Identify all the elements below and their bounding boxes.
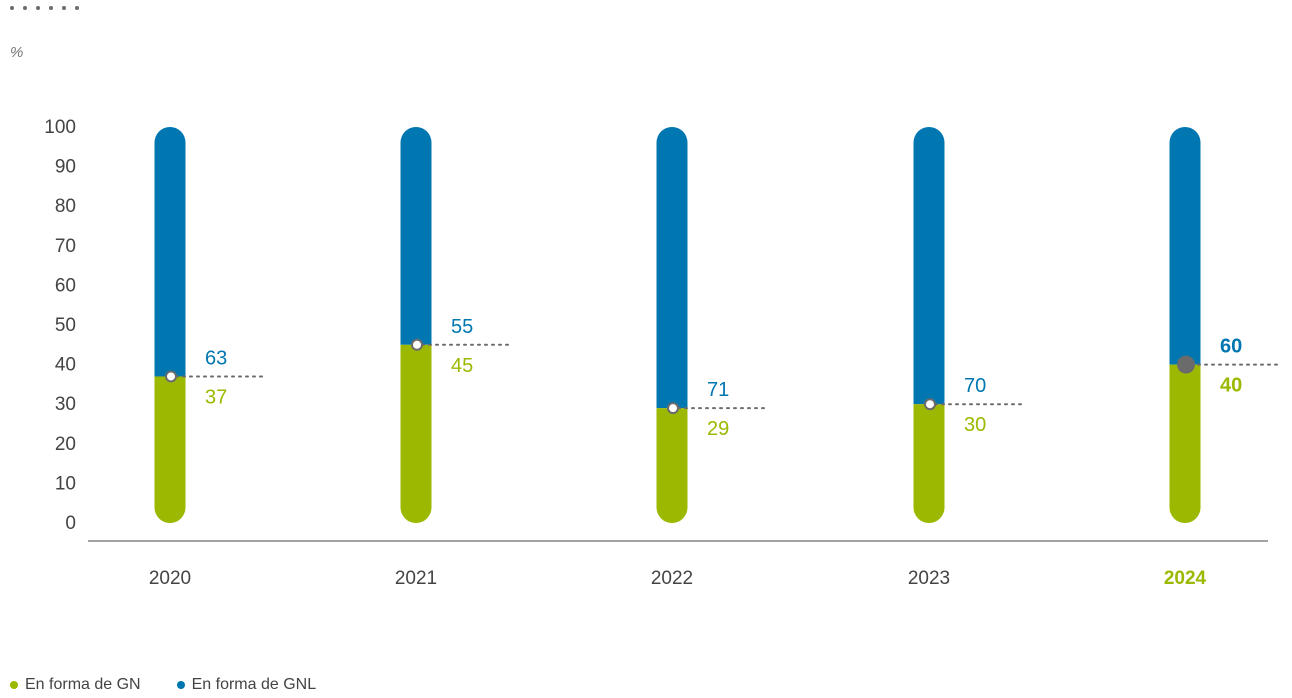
y-tick-label: 0: [65, 513, 76, 534]
split-marker-2021: [411, 338, 423, 351]
data-label-gn-2024: 40: [1220, 375, 1242, 397]
y-tick-label: 40: [55, 355, 76, 376]
dot: [62, 6, 66, 10]
data-label-gn-2020: 37: [205, 386, 227, 408]
data-label-gnl-2022: 71: [707, 379, 729, 401]
unit-label: %: [10, 44, 24, 61]
legend-swatch-gn: [10, 681, 18, 689]
split-marker-2022: [667, 402, 679, 415]
y-tick-label: 80: [55, 196, 76, 217]
y-tick-label: 30: [55, 394, 76, 415]
data-label-gn-2021: 45: [451, 355, 473, 377]
split-marker-2020: [165, 370, 177, 383]
y-tick-label: 60: [55, 275, 76, 296]
decorative-dots: [10, 6, 79, 10]
dot: [23, 6, 27, 10]
bar-segment-gn-2024: [1169, 364, 1201, 523]
bar-segment-gnl-2020: [154, 127, 186, 377]
legend: En forma de GN En forma de GNL: [10, 676, 316, 694]
bar-segment-gnl-2022: [656, 127, 688, 409]
y-tick-label: 50: [55, 315, 76, 336]
bar-segment-gn-2023: [913, 404, 945, 523]
data-label-gnl-2024: 60: [1220, 336, 1242, 358]
x-tick-label-2022: 2022: [651, 568, 693, 589]
legend-item-gn: En forma de GN: [10, 676, 141, 694]
y-tick-label: 20: [55, 434, 76, 455]
y-tick-label: 100: [44, 117, 76, 138]
dot: [75, 6, 79, 10]
bar-group-2024: [1169, 127, 1201, 523]
bar-segment-gnl-2024: [1169, 127, 1201, 365]
legend-label-gn: En forma de GN: [25, 676, 141, 693]
x-tick-label-2020: 2020: [149, 568, 191, 589]
y-tick-label: 10: [55, 473, 76, 494]
x-tick-label-2021: 2021: [395, 568, 437, 589]
bar-group-2022: [656, 127, 688, 523]
stacked-bar-chart: 0 10 20 30 40 50 60 70 80 90 100 63 37 2020 55 45 2021 71…: [44, 117, 1280, 589]
split-marker-2024: [1177, 355, 1195, 374]
bar-segment-gnl-2023: [913, 127, 945, 405]
bar-group-2020: [154, 127, 186, 523]
dot: [10, 6, 14, 10]
bar-segment-gn-2022: [656, 408, 688, 523]
legend-label-gnl: En forma de GNL: [191, 676, 317, 693]
bar-group-2023: [913, 127, 945, 523]
data-label-gn-2022: 29: [707, 418, 729, 440]
data-label-gnl-2021: 55: [451, 316, 473, 338]
legend-item-gnl: En forma de GNL: [176, 676, 317, 694]
bar-segment-gnl-2021: [400, 127, 432, 345]
y-tick-label: 70: [55, 236, 76, 257]
split-marker-2023: [924, 398, 936, 411]
x-tick-label-2024: 2024: [1164, 568, 1207, 589]
dot: [36, 6, 40, 10]
bar-segment-gn-2020: [154, 376, 186, 523]
data-label-gnl-2023: 70: [964, 375, 986, 397]
bar-segment-gn-2021: [400, 344, 432, 523]
y-tick-label: 90: [55, 157, 76, 178]
bar-group-2021: [400, 127, 432, 523]
data-label-gnl-2020: 63: [205, 347, 227, 369]
legend-swatch-gnl: [176, 681, 185, 689]
x-tick-label-2023: 2023: [908, 568, 950, 589]
dot: [49, 6, 53, 10]
data-label-gn-2023: 30: [964, 414, 986, 436]
